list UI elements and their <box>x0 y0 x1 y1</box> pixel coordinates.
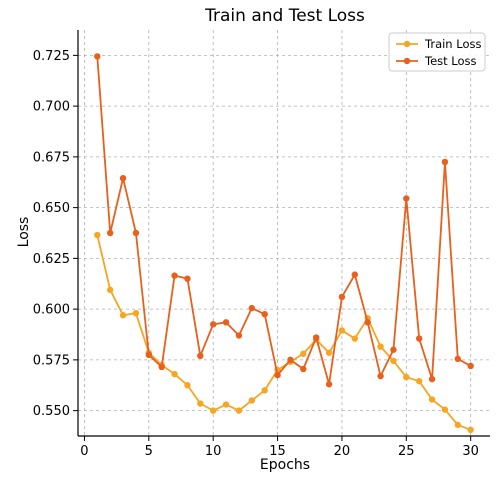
data-point <box>300 350 307 357</box>
legend-item: Test Loss <box>396 54 477 68</box>
y-tick-label: 0.550 <box>33 404 70 419</box>
series-layer <box>94 53 474 434</box>
data-point <box>106 229 114 237</box>
series-line <box>96 234 472 431</box>
data-point <box>428 375 436 383</box>
legend-swatch-marker <box>403 57 411 65</box>
x-tick-label: 20 <box>334 444 351 459</box>
data-point <box>222 319 230 326</box>
y-tick-label: 0.600 <box>33 303 70 318</box>
x-tick-label: 0 <box>80 444 88 459</box>
data-point <box>338 327 346 334</box>
chart-title: Train and Test Loss <box>204 6 365 26</box>
legend-label: Train Loss <box>424 37 481 51</box>
data-point <box>158 363 165 371</box>
data-point <box>467 362 474 370</box>
data-point <box>222 401 230 408</box>
series-test-loss <box>94 53 474 388</box>
data-point <box>261 311 268 318</box>
y-tick-label: 0.625 <box>33 252 70 267</box>
data-point <box>94 53 101 60</box>
data-point <box>119 174 127 182</box>
data-point <box>377 372 384 380</box>
data-point <box>312 334 320 341</box>
data-point <box>351 335 359 342</box>
x-axis-title: Epochs <box>260 457 310 473</box>
data-point <box>94 231 101 239</box>
data-point <box>415 377 423 385</box>
data-point <box>248 397 256 404</box>
data-point <box>351 271 359 278</box>
legend-swatch-marker <box>403 40 411 48</box>
y-axis-title: Loss <box>16 217 32 248</box>
data-point <box>287 356 294 364</box>
data-point <box>390 346 397 353</box>
data-point <box>300 365 307 373</box>
y-tick-label: 0.725 <box>33 49 70 64</box>
data-point <box>209 321 217 328</box>
data-point <box>441 406 449 413</box>
data-point <box>441 158 449 166</box>
data-point <box>197 400 204 407</box>
data-point <box>184 275 191 282</box>
data-point <box>171 272 178 279</box>
axes: 0 5 10 15 20 25 30 0.550 0.575 0.600 0.625 0.650 0.6… <box>33 30 490 459</box>
data-point <box>325 349 333 356</box>
data-point <box>171 370 178 378</box>
data-point <box>261 387 268 394</box>
series-line <box>96 56 472 386</box>
data-point <box>338 293 346 301</box>
data-point <box>390 357 397 365</box>
y-tick-label: 0.675 <box>33 150 70 165</box>
data-point <box>132 309 140 317</box>
data-point <box>106 286 114 294</box>
legend-label: Test Loss <box>424 54 477 68</box>
data-point <box>467 426 474 434</box>
data-point <box>274 371 281 379</box>
data-point <box>454 421 462 429</box>
data-point <box>119 312 127 319</box>
data-point <box>325 381 333 388</box>
data-point <box>454 355 462 363</box>
series-train-loss <box>94 231 474 434</box>
data-point <box>415 335 423 342</box>
legend: Train Loss Test Loss <box>388 32 486 72</box>
y-tick-label: 0.700 <box>33 100 70 115</box>
data-point <box>197 352 204 360</box>
y-tick-label: 0.650 <box>33 201 70 216</box>
data-point <box>145 351 153 358</box>
grid <box>78 30 490 436</box>
data-point <box>248 304 256 312</box>
data-point <box>364 319 371 326</box>
legend-item: Train Loss <box>396 37 481 51</box>
y-tick-label: 0.575 <box>33 353 70 368</box>
x-tick-label: 15 <box>269 444 286 459</box>
data-point <box>184 382 191 389</box>
x-tick-label: 10 <box>205 444 222 459</box>
data-point <box>235 407 243 414</box>
data-point <box>403 195 410 202</box>
data-point <box>377 343 384 350</box>
x-tick-label: 5 <box>145 444 153 459</box>
data-point <box>132 229 140 237</box>
data-point <box>403 373 410 381</box>
data-point <box>428 396 436 403</box>
x-tick-label: 30 <box>462 444 479 459</box>
data-point <box>209 407 217 414</box>
data-point <box>235 332 243 339</box>
x-tick-label: 25 <box>398 444 415 459</box>
